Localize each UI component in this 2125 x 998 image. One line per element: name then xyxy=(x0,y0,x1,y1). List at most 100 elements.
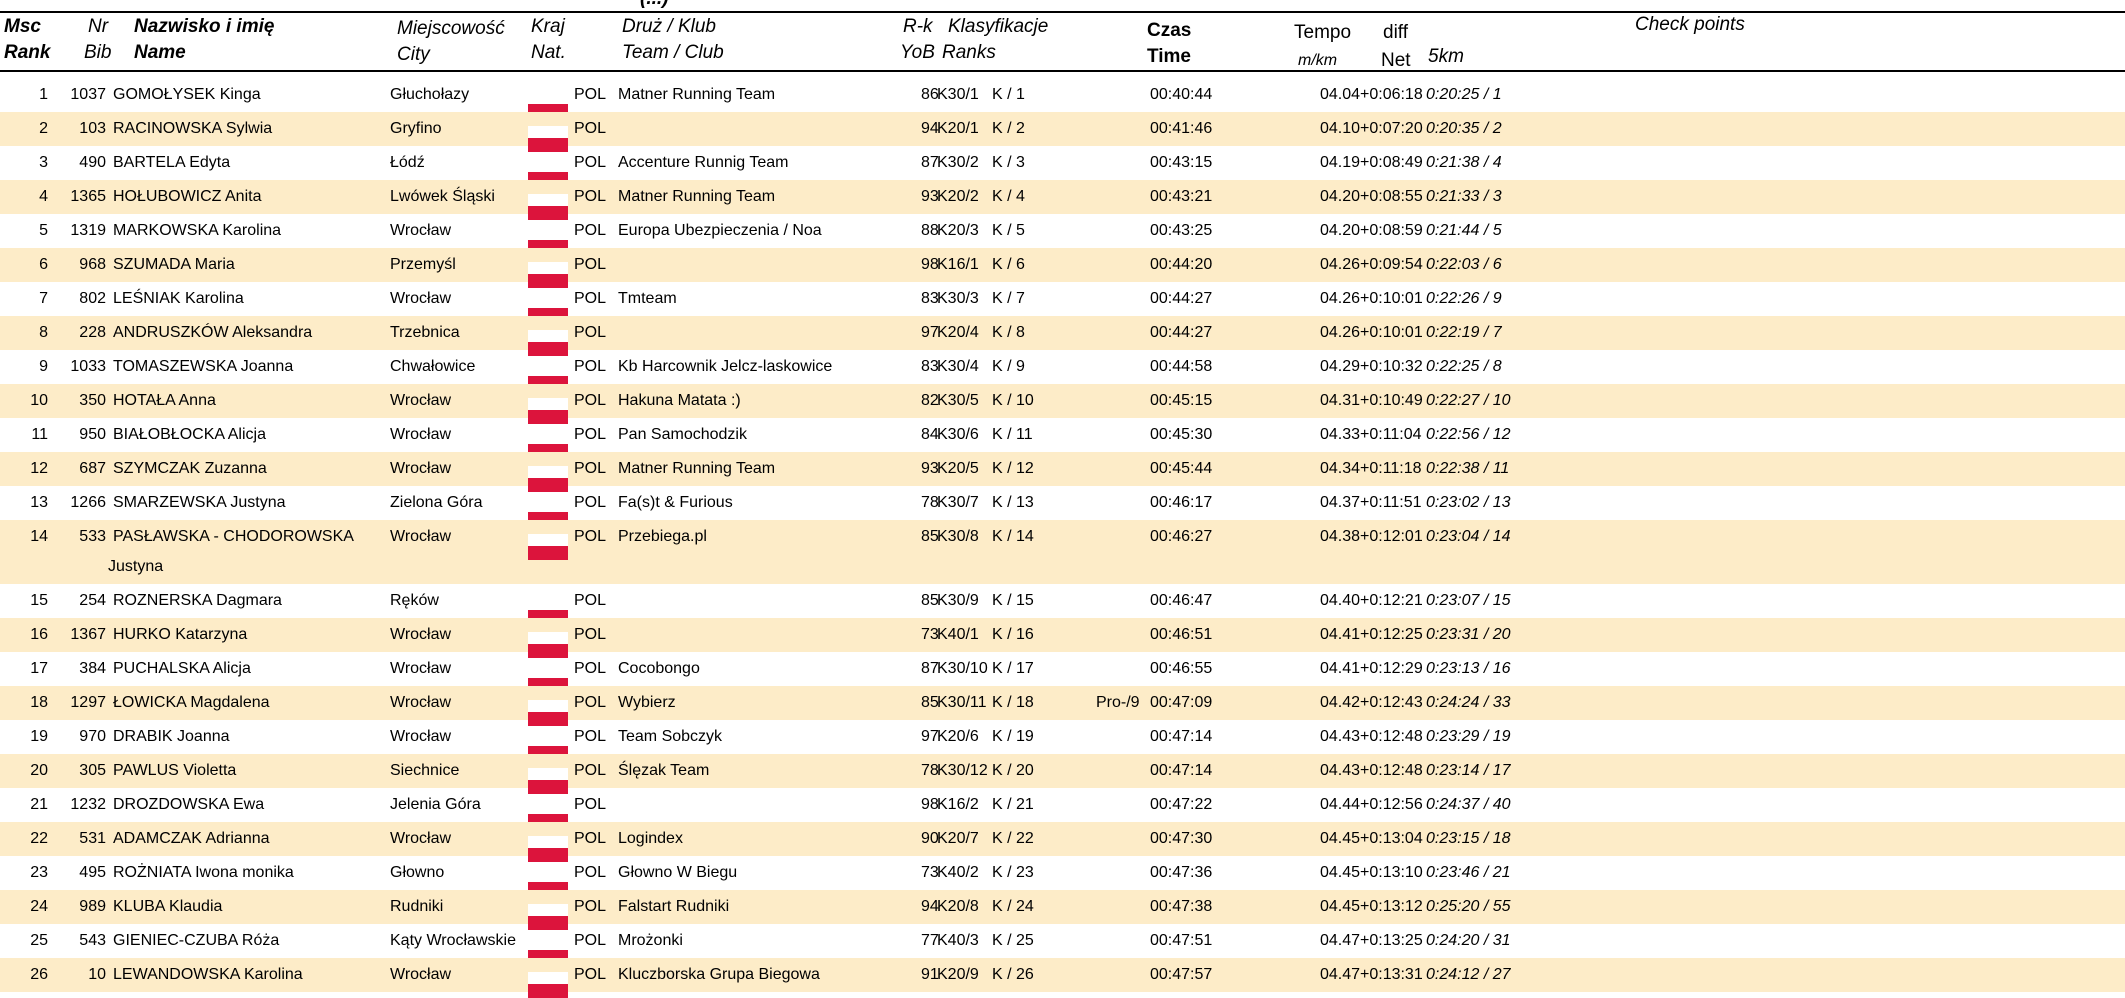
bib-cell: 543 xyxy=(79,932,106,949)
classification-cell: K / 22 xyxy=(992,830,1034,847)
checkpoint-cell: 0:21:38 / 4 xyxy=(1426,154,1502,171)
diff-cell: +0:12:29 xyxy=(1360,660,1423,677)
diff-cell: +0:09:54 xyxy=(1360,256,1423,273)
yob-cell: 94 xyxy=(921,120,939,137)
name-cell: DRABIK Joanna xyxy=(113,728,230,745)
pace-cell: 04.33 xyxy=(1320,426,1361,443)
header-czas: Czas xyxy=(1147,20,1192,41)
checkpoint-cell: 0:22:27 / 10 xyxy=(1426,392,1511,409)
bib-cell: 1033 xyxy=(70,358,106,375)
classification-cell: K / 2 xyxy=(992,120,1025,137)
header-kraj: Kraj xyxy=(531,16,565,37)
table-row: 9 1033 TOMASZEWSKA Joanna Chwałowice POL Kb H… xyxy=(0,350,2125,390)
poland-flag-icon xyxy=(528,768,568,794)
time-cell: 00:47:14 xyxy=(1150,762,1213,779)
yob-cell: 93 xyxy=(921,188,939,205)
team-cell: Kb Harcownik Jelcz-laskowice xyxy=(618,358,833,375)
diff-cell: +0:11:04 xyxy=(1360,426,1422,443)
rank-cell: 4 xyxy=(39,188,48,205)
table-row: 1 1037 GOMOŁYSEK Kinga Głuchołazy POL Matner … xyxy=(0,78,2125,118)
bib-cell: 1037 xyxy=(70,86,106,103)
name-cell: BIAŁOBŁOCKA Alicja xyxy=(113,426,266,443)
yob-cell: 97 xyxy=(921,728,939,745)
category-rank-cell: K20/3 xyxy=(937,222,979,239)
table-row: 21 1232 DROZDOWSKA Ewa Jelenia Góra POL 98 K16… xyxy=(0,788,2125,828)
classification-cell: K / 10 xyxy=(992,392,1034,409)
yob-cell: 88 xyxy=(921,222,939,239)
category-rank-cell: K30/2 xyxy=(937,154,979,171)
header-nat: Nat. xyxy=(531,42,566,63)
rank-cell: 3 xyxy=(39,154,48,171)
bib-cell: 10 xyxy=(88,966,106,983)
nat-cell: POL xyxy=(574,120,607,137)
classification-cell: K / 3 xyxy=(992,154,1025,171)
checkpoint-cell: 0:23:02 / 13 xyxy=(1426,494,1511,511)
diff-cell: +0:13:31 xyxy=(1360,966,1423,983)
nat-cell: POL xyxy=(574,762,607,779)
time-cell: 00:44:20 xyxy=(1150,256,1213,273)
diff-cell: +0:08:49 xyxy=(1360,154,1423,171)
header-time: Time xyxy=(1147,46,1192,67)
pace-cell: 04.47 xyxy=(1320,966,1361,983)
team-cell: Team Sobczyk xyxy=(618,728,723,745)
table-row: 15 254 ROZNERSKA Dagmara Ręków POL 85 K30/9 K /… xyxy=(0,584,2125,624)
yob-cell: 73 xyxy=(921,864,939,881)
team-cell: Pan Samochodzik xyxy=(618,426,747,443)
table-row: 12 687 SZYMCZAK Zuzanna Wrocław POL Matner Ru… xyxy=(0,452,2125,492)
checkpoint-cell: 0:24:12 / 27 xyxy=(1426,966,1511,983)
category-rank-cell: K20/9 xyxy=(937,966,979,983)
time-cell: 00:43:25 xyxy=(1150,222,1213,239)
time-cell: 00:46:55 xyxy=(1150,660,1213,677)
checkpoint-cell: 0:21:44 / 5 xyxy=(1426,222,1502,239)
nat-cell: POL xyxy=(574,864,607,881)
name-cell: PUCHALSKA Alicja xyxy=(113,660,251,677)
yob-cell: 86 xyxy=(921,86,939,103)
pace-cell: 04.38 xyxy=(1320,528,1361,545)
classification-cell: K / 21 xyxy=(992,796,1034,813)
bib-cell: 384 xyxy=(79,660,106,677)
bib-cell: 490 xyxy=(79,154,106,171)
city-cell: Głowno xyxy=(390,864,445,881)
table-row: 19 970 DRABIK Joanna Wrocław POL Team Sobczyk… xyxy=(0,720,2125,760)
team-cell: Fa(s)t & Furious xyxy=(618,494,733,511)
checkpoint-cell: 0:22:38 / 11 xyxy=(1426,460,1510,477)
name-cell: RACINOWSKA Sylwia xyxy=(113,120,273,137)
team-cell: Przebiega.pl xyxy=(618,528,707,545)
classification-cell: K / 8 xyxy=(992,324,1025,341)
time-cell: 00:46:27 xyxy=(1150,528,1213,545)
nat-cell: POL xyxy=(574,188,607,205)
category-rank-cell: K30/7 xyxy=(937,494,979,511)
table-row: 6 968 SZUMADA Maria Przemyśl POL 98 K16/1 K / 6… xyxy=(0,248,2125,288)
yob-cell: 85 xyxy=(921,694,939,711)
header-checkpoint-5km: 5km xyxy=(1428,46,1464,67)
table-row: 7 802 LEŚNIAK Karolina Wrocław POL Tmteam 83 K3… xyxy=(0,282,2125,322)
yob-cell: 98 xyxy=(921,256,939,273)
classification-cell: K / 15 xyxy=(992,592,1034,609)
pace-cell: 04.29 xyxy=(1320,358,1361,375)
city-cell: Wrocław xyxy=(390,528,452,545)
table-row: 3 490 BARTELA Edyta Łódź POL Accenture Runnig… xyxy=(0,146,2125,186)
category-rank-cell: K20/1 xyxy=(937,120,979,137)
header-ranks: Ranks xyxy=(942,42,996,63)
city-cell: Wrocław xyxy=(390,290,452,307)
table-row: 10 350 HOTAŁA Anna Wrocław POL Hakuna Matata … xyxy=(0,384,2125,424)
classification-cell: K / 7 xyxy=(992,290,1025,307)
time-cell: 00:46:47 xyxy=(1150,592,1213,609)
nat-cell: POL xyxy=(574,86,607,103)
bib-cell: 254 xyxy=(79,592,106,609)
team-cell: Matner Running Team xyxy=(618,188,776,205)
nat-cell: POL xyxy=(574,256,607,273)
header-bottom-rule xyxy=(0,70,2125,72)
poland-flag-icon xyxy=(528,194,568,220)
rank-cell: 11 xyxy=(31,426,48,443)
nat-cell: POL xyxy=(574,728,607,745)
bib-cell: 687 xyxy=(79,460,106,477)
pace-cell: 04.45 xyxy=(1320,898,1361,915)
name-cell: ROZNERSKA Dagmara xyxy=(113,592,282,609)
classification-cell: K / 23 xyxy=(992,864,1034,881)
diff-cell: +0:12:01 xyxy=(1360,528,1423,545)
bib-cell: 1232 xyxy=(70,796,106,813)
time-cell: 00:47:57 xyxy=(1150,966,1213,983)
nat-cell: POL xyxy=(574,796,607,813)
nat-cell: POL xyxy=(574,966,607,983)
